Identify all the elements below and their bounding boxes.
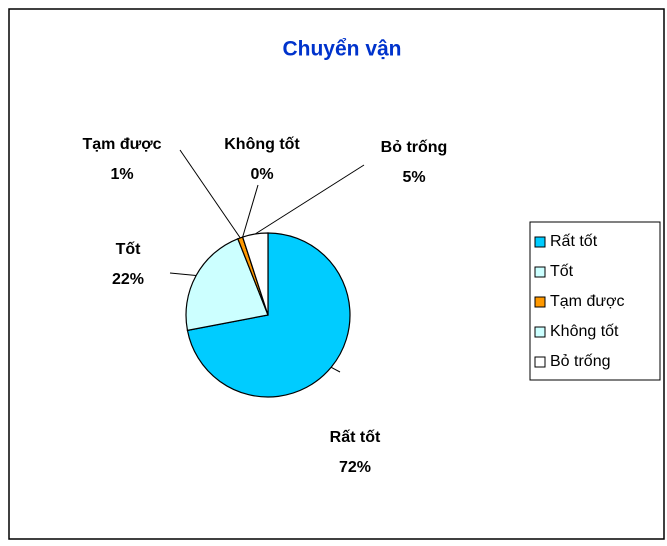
data-label-name: Không tốt [224,136,300,153]
legend-swatch [534,356,546,368]
data-label-value: 5% [402,169,425,186]
data-label-value: 72% [339,459,371,476]
legend-label: Không tốt [550,323,619,340]
data-label-name: Bỏ trống [381,139,448,156]
chart-title: Chuyển vận [282,38,401,61]
legend-label: Tốt [550,263,574,280]
legend-swatch [534,296,546,308]
pie-slice [186,232,351,398]
data-label-value: 0% [250,166,273,183]
data-label-name: Tốt [116,241,142,258]
legend-swatch [534,266,546,278]
legend-box [529,221,661,381]
data-label-name: Tạm được [83,136,162,153]
legend-swatch [534,236,546,248]
legend-swatch [534,326,546,338]
legend-label: Tạm được [550,293,625,310]
leader-line [179,149,241,239]
leader-line [242,184,259,238]
legend-label: Bỏ trống [550,353,610,370]
leader-line [169,272,197,276]
leader-line [330,366,341,373]
legend-label: Rất tốt [550,233,598,250]
data-label-name: Rất tốt [330,429,381,446]
data-label-value: 1% [110,166,133,183]
data-label-value: 22% [112,271,144,288]
leader-line [254,164,365,235]
